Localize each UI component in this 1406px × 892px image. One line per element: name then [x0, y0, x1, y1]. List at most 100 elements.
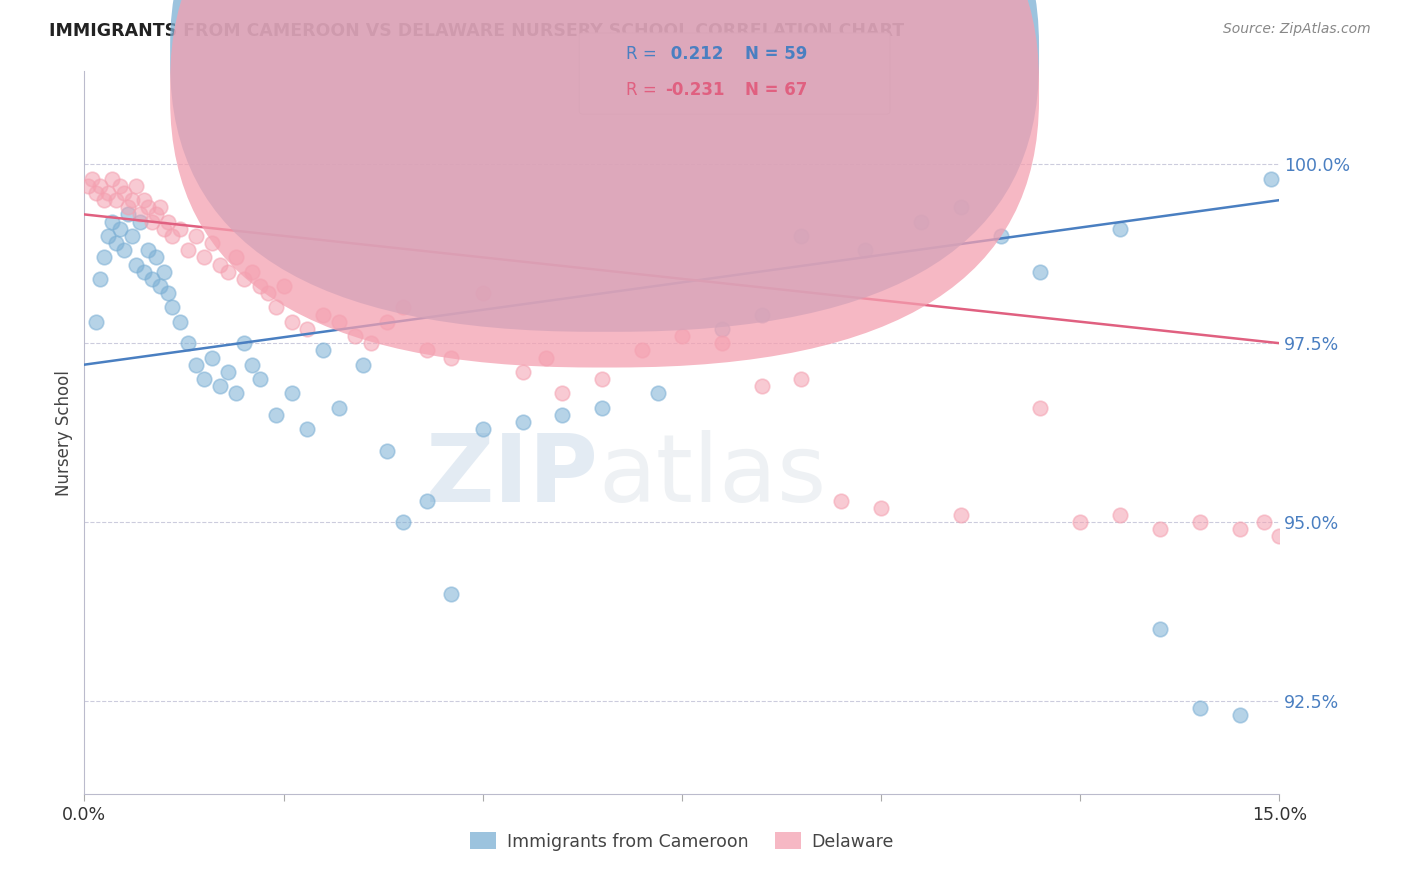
Point: [125, 258, 148, 272]
Point: [328, 315, 350, 329]
Text: N = 59: N = 59: [745, 45, 807, 63]
Point: [136, 200, 159, 214]
Point: [1149, 522, 1171, 536]
Legend: Immigrants from Cameroon, Delaware: Immigrants from Cameroon, Delaware: [464, 825, 900, 857]
Point: [1188, 701, 1211, 715]
Point: [280, 386, 302, 401]
Point: [82, 171, 104, 186]
Point: [208, 258, 231, 272]
Point: [110, 178, 132, 193]
Point: [416, 493, 439, 508]
Point: [344, 329, 367, 343]
Point: [132, 193, 156, 207]
Point: [121, 193, 143, 207]
Point: [129, 214, 152, 228]
Point: [125, 178, 148, 193]
Point: [536, 351, 558, 365]
Point: [160, 228, 183, 243]
Point: [631, 343, 654, 358]
Point: [101, 171, 124, 186]
Point: [149, 279, 172, 293]
Point: [830, 493, 852, 508]
Point: [297, 422, 319, 436]
Point: [112, 186, 135, 200]
Point: [149, 200, 172, 214]
Point: [132, 265, 156, 279]
Point: [1229, 708, 1251, 723]
Point: [551, 408, 574, 422]
Point: [710, 322, 733, 336]
Point: [93, 251, 115, 265]
Point: [201, 235, 224, 250]
Point: [217, 265, 239, 279]
Point: [1268, 529, 1291, 543]
Point: [440, 351, 463, 365]
Point: [97, 228, 120, 243]
Point: [1029, 401, 1052, 415]
Point: [1109, 508, 1132, 522]
Point: [160, 301, 183, 315]
Point: [141, 272, 163, 286]
Point: [790, 228, 813, 243]
Text: N = 67: N = 67: [745, 81, 807, 99]
Point: [710, 336, 733, 351]
Point: [375, 315, 398, 329]
Point: [157, 286, 180, 301]
Point: [153, 221, 176, 235]
Point: [312, 343, 335, 358]
Point: [249, 279, 271, 293]
Point: [360, 336, 382, 351]
Point: [328, 401, 350, 415]
Point: [870, 500, 893, 515]
Text: IMMIGRANTS FROM CAMEROON VS DELAWARE NURSERY SCHOOL CORRELATION CHART: IMMIGRANTS FROM CAMEROON VS DELAWARE NUR…: [49, 22, 904, 40]
Point: [591, 401, 613, 415]
Point: [647, 386, 669, 401]
Point: [193, 372, 215, 386]
Point: [671, 329, 693, 343]
Point: [512, 415, 534, 429]
Point: [591, 372, 613, 386]
Point: [169, 315, 191, 329]
Point: [551, 386, 574, 401]
Point: [89, 178, 111, 193]
Point: [201, 351, 224, 365]
Point: [751, 379, 773, 393]
Point: [93, 193, 115, 207]
Point: [1253, 515, 1275, 529]
Point: [471, 286, 494, 301]
Point: [184, 228, 207, 243]
Point: [177, 243, 200, 257]
Point: [136, 243, 159, 257]
Point: [101, 214, 124, 228]
Point: [169, 221, 191, 235]
Point: [264, 301, 287, 315]
Point: [145, 251, 167, 265]
Point: [232, 272, 254, 286]
Point: [853, 243, 876, 257]
Text: R =: R =: [626, 45, 662, 63]
Point: [1109, 221, 1132, 235]
Point: [990, 228, 1012, 243]
Point: [86, 186, 108, 200]
Point: [145, 207, 167, 221]
Point: [129, 207, 152, 221]
Point: [512, 365, 534, 379]
Point: [273, 279, 295, 293]
Point: [89, 272, 111, 286]
Point: [392, 301, 415, 315]
Point: [97, 186, 120, 200]
Point: [1149, 623, 1171, 637]
Point: [375, 443, 398, 458]
Point: [157, 214, 180, 228]
Point: [256, 286, 278, 301]
Point: [312, 308, 335, 322]
Text: 0.212: 0.212: [665, 45, 724, 63]
Point: [105, 193, 128, 207]
Point: [440, 586, 463, 600]
Text: ZIP: ZIP: [426, 430, 599, 522]
Point: [297, 322, 319, 336]
Point: [790, 372, 813, 386]
Point: [110, 221, 132, 235]
Point: [193, 251, 215, 265]
Point: [910, 214, 932, 228]
